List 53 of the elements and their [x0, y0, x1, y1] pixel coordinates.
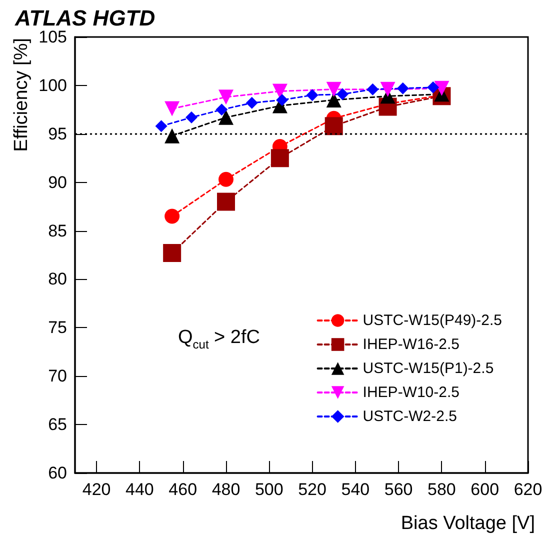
y-tick-label: 65: [48, 415, 67, 434]
point: [336, 88, 348, 100]
point: [164, 128, 180, 144]
y-tick-label: 100: [38, 76, 67, 95]
x-tick-label: 600: [470, 480, 500, 499]
x-tick-label: 520: [298, 480, 326, 499]
x-tick-label: 620: [514, 480, 542, 499]
point: [164, 101, 180, 116]
legend-label: USTC-W15(P1)-2.5: [362, 360, 494, 377]
x-tick-label: 560: [384, 480, 413, 499]
legend-label: IHEP-W10-2.5: [362, 384, 460, 401]
x-tick-label: 540: [341, 480, 370, 499]
point: [324, 117, 343, 136]
x-axis-title: Bias Voltage [V]: [400, 513, 536, 534]
y-tick-label: 70: [48, 366, 67, 386]
legend-label: USTC-W2-2.5: [362, 408, 457, 425]
x-tick-label: 580: [428, 480, 456, 499]
point: [270, 149, 289, 168]
y-tick-label: 80: [48, 270, 67, 289]
legend-label: IHEP-W16-2.5: [362, 336, 460, 353]
y-tick-label: 75: [48, 318, 67, 338]
y-tick-label: 85: [48, 221, 67, 240]
y-tick-label: 90: [48, 172, 67, 192]
x-tick-label: 500: [254, 480, 284, 499]
y-tick-label: 95: [48, 124, 67, 144]
point: [380, 82, 396, 97]
point: [164, 208, 180, 224]
point: [427, 81, 440, 94]
point: [366, 83, 379, 96]
y-axis-title: Efficiency [%]: [11, 38, 32, 152]
x-tick-label: 480: [212, 480, 240, 499]
chart-title: ATLAS HGTD: [14, 6, 156, 30]
legend-label: USTC-W15(P49)-2.5: [362, 312, 502, 329]
point: [185, 111, 198, 124]
x-tick-label: 440: [126, 480, 154, 499]
point: [218, 110, 234, 125]
point: [434, 80, 450, 96]
point: [216, 104, 228, 116]
point: [246, 96, 258, 109]
x-tick-label: 420: [82, 480, 111, 499]
point: [218, 90, 234, 105]
x-tick-label: 460: [168, 480, 198, 499]
point: [272, 84, 288, 99]
point: [163, 244, 182, 262]
point: [217, 192, 235, 211]
point: [306, 89, 318, 102]
point: [326, 82, 342, 97]
point: [155, 120, 168, 132]
point: [276, 94, 288, 106]
y-tick-label: 105: [38, 28, 67, 46]
point: [396, 82, 409, 94]
y-tick-label: 60: [48, 464, 67, 482]
point: [218, 172, 234, 187]
